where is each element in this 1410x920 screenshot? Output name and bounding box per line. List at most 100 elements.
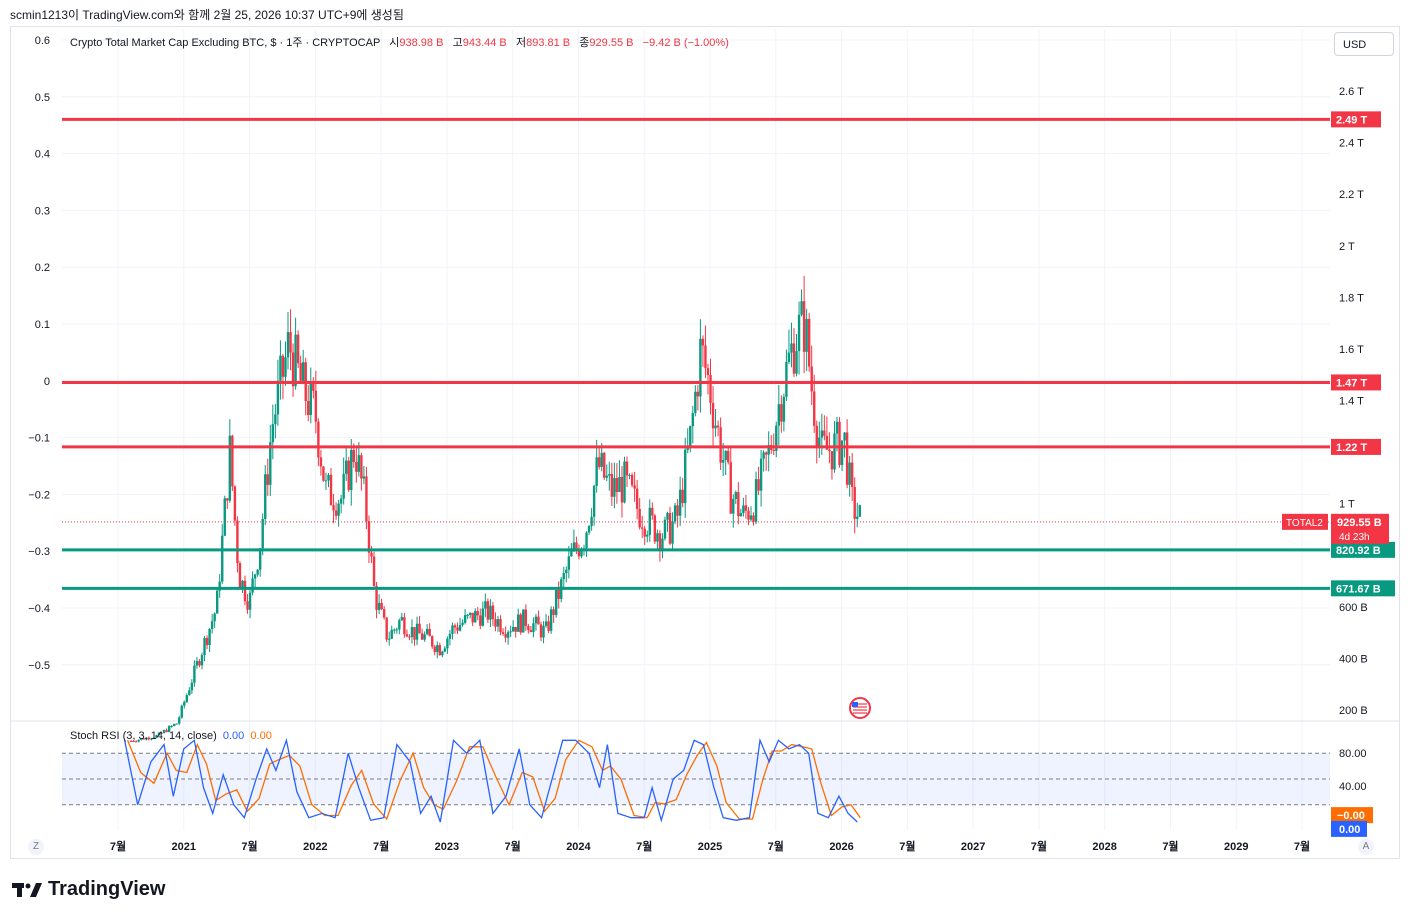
- candle: [547, 615, 550, 634]
- candle: [441, 650, 444, 658]
- candle: [678, 476, 682, 526]
- candle: [145, 737, 148, 740]
- candle-body: [635, 488, 639, 509]
- us-flag-icon: [849, 697, 871, 719]
- candle-body: [805, 318, 808, 352]
- candle-body: [848, 462, 851, 485]
- candle-body: [408, 636, 411, 638]
- candle-body: [534, 616, 538, 624]
- candle-body: [509, 631, 512, 633]
- candle: [699, 319, 702, 413]
- candle-body: [190, 682, 194, 691]
- candle-body: [552, 609, 555, 615]
- candle: [266, 458, 269, 496]
- candle: [605, 464, 608, 481]
- candle: [269, 424, 272, 497]
- candle-body: [820, 430, 824, 438]
- candle-body: [572, 542, 576, 551]
- candle: [691, 405, 694, 444]
- candle-body: [175, 723, 178, 725]
- candle: [749, 506, 753, 522]
- candle: [782, 393, 786, 432]
- candle-body: [511, 626, 515, 632]
- candle: [319, 450, 323, 476]
- candle: [213, 612, 216, 628]
- candle-body: [496, 619, 500, 627]
- header-caption: scmin1213이 TradingView.com와 함께 2월 25, 20…: [10, 8, 404, 22]
- candle-body: [807, 318, 811, 367]
- candle: [147, 736, 151, 741]
- candle-body: [461, 622, 464, 625]
- candle: [286, 311, 290, 370]
- candle-body: [494, 619, 497, 627]
- tradingview-logo-icon: [12, 882, 42, 897]
- candle-body: [372, 556, 376, 586]
- candle-body: [752, 515, 755, 522]
- candle-body: [684, 449, 687, 504]
- candle-body: [529, 629, 533, 633]
- candle: [481, 601, 485, 627]
- candle: [618, 460, 621, 493]
- candle-body: [777, 404, 781, 426]
- candle-body: [344, 460, 348, 474]
- candle-body: [759, 458, 763, 491]
- candle-body: [309, 381, 312, 415]
- goto-realtime-left-button[interactable]: Z: [28, 839, 44, 855]
- candle: [307, 385, 310, 422]
- currency-button[interactable]: USD: [1334, 32, 1394, 56]
- candle-body: [689, 426, 692, 446]
- candle-body: [484, 601, 487, 609]
- candle: [137, 739, 140, 743]
- candle-body: [856, 516, 859, 519]
- resistance-tag-label: 1.22 T: [1336, 442, 1367, 454]
- candle: [732, 494, 735, 528]
- candle: [592, 484, 596, 526]
- candle-body: [443, 648, 447, 652]
- candle-body: [489, 605, 492, 620]
- candle-body: [673, 505, 677, 522]
- auto-scale-button[interactable]: A: [1358, 839, 1374, 855]
- last-price-tag-bg: [1331, 513, 1389, 544]
- candle: [327, 472, 330, 488]
- stoch-d-tag-bg: [1331, 807, 1373, 824]
- candle: [613, 462, 616, 509]
- candle-body: [810, 366, 813, 392]
- candle-body: [213, 613, 216, 622]
- candle: [423, 631, 426, 642]
- candle: [585, 531, 588, 557]
- candle: [446, 636, 449, 654]
- candle: [554, 589, 558, 618]
- candle-body: [388, 638, 391, 640]
- time-axis-tick: 7월: [505, 839, 521, 853]
- candle-body: [747, 510, 750, 520]
- candle-body: [661, 538, 664, 550]
- candle: [567, 545, 571, 579]
- candle: [800, 289, 803, 317]
- candle: [129, 740, 133, 742]
- candle: [466, 613, 469, 620]
- candle-body: [276, 380, 280, 415]
- candle: [532, 617, 535, 638]
- candle-body: [446, 638, 449, 649]
- right-axis-tick: 2.2 T: [1339, 189, 1364, 201]
- candle-body: [658, 533, 662, 550]
- candle: [425, 624, 429, 636]
- candle-body: [570, 550, 573, 557]
- candle-body: [613, 478, 616, 497]
- stoch-d-value: 0.00: [250, 730, 272, 742]
- candle: [504, 626, 507, 643]
- legend-high: 943.44 B: [462, 37, 507, 49]
- candle: [180, 704, 183, 719]
- candle-body: [532, 623, 535, 633]
- candle: [830, 451, 834, 480]
- candle-body: [307, 401, 310, 415]
- candle-body: [223, 498, 226, 536]
- candle: [443, 646, 447, 653]
- candle-body: [157, 732, 161, 736]
- candle-body: [160, 732, 163, 734]
- candle-body: [165, 730, 168, 732]
- candle: [385, 617, 388, 643]
- candle-body: [172, 723, 176, 726]
- candle: [400, 612, 404, 622]
